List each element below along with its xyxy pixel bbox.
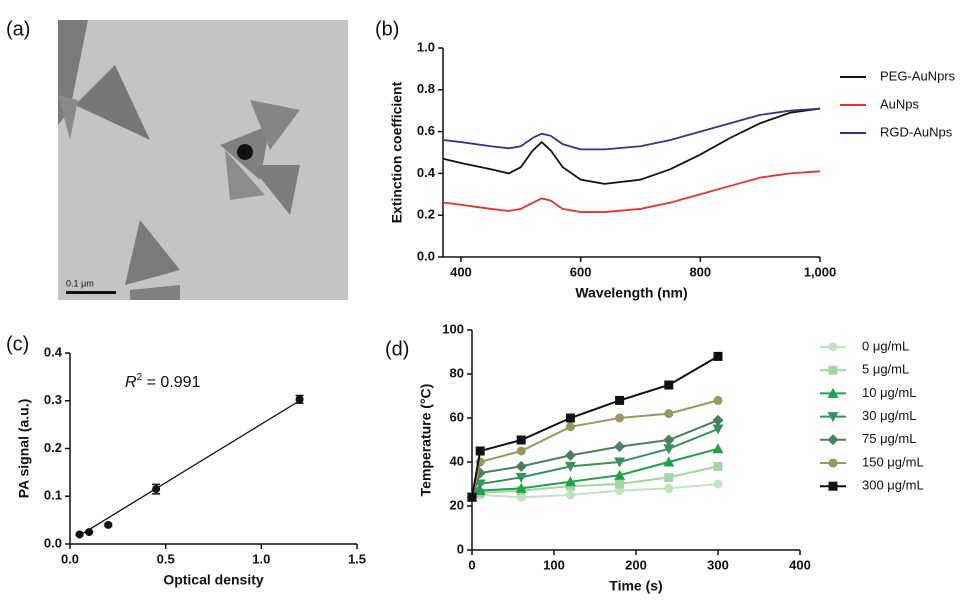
y-tick-label: 60 <box>450 409 464 424</box>
marker <box>663 435 674 446</box>
y-tick-label: 0.6 <box>417 123 435 138</box>
legend-marker <box>829 482 838 491</box>
marker <box>664 381 673 390</box>
marker <box>615 414 624 423</box>
legend-label: 0 μg/mL <box>862 338 909 353</box>
y-tick-label: 80 <box>450 365 464 380</box>
legend-label: 30 μg/mL <box>862 408 916 423</box>
marker <box>615 480 624 489</box>
point <box>152 485 160 493</box>
x-tick-label: 600 <box>570 264 592 279</box>
x-tick-label: 200 <box>625 557 647 572</box>
marker <box>476 447 485 456</box>
x-tick-label: 1,000 <box>804 264 837 279</box>
panel-label: (b) <box>375 18 399 40</box>
y-tick-label: 100 <box>442 321 464 336</box>
marker <box>566 422 575 431</box>
y-tick-label: 20 <box>450 497 464 512</box>
marker <box>565 450 576 461</box>
marker <box>714 352 723 361</box>
y-tick-label: 0.0 <box>417 248 435 263</box>
figure: 0.1 μm (a) (b)0.00.20.40.60.81.040060080… <box>0 0 976 600</box>
series-line <box>443 171 820 212</box>
marker <box>714 480 723 489</box>
marker <box>713 443 724 453</box>
x-tick-label: 400 <box>450 264 472 279</box>
y-axis-label: Temperature (°C) <box>418 384 434 497</box>
marker <box>664 484 673 493</box>
x-tick-label: 300 <box>707 557 729 572</box>
legend-marker <box>829 366 838 375</box>
y-axis-label: PA signal (a.u.) <box>16 399 32 499</box>
x-axis-label: Wavelength (nm) <box>575 285 687 301</box>
panel-label: (d) <box>385 338 409 360</box>
x-axis-label: Optical density <box>163 572 264 588</box>
marker <box>516 461 527 472</box>
y-axis-label: Extinction coefficient <box>389 81 405 223</box>
series-line <box>472 449 718 497</box>
legend-marker <box>829 459 838 468</box>
y-tick-label: 0.0 <box>44 535 62 550</box>
y-tick-label: 0 <box>457 541 464 556</box>
point <box>85 528 93 536</box>
y-tick-label: 0.3 <box>44 392 62 407</box>
legend-label: PEG-AuNprs <box>880 68 956 83</box>
y-tick-label: 0.4 <box>417 165 436 180</box>
point <box>104 521 112 529</box>
x-tick-label: 0.0 <box>61 551 79 566</box>
point <box>76 530 84 538</box>
y-tick-label: 0.8 <box>417 81 435 96</box>
series-line <box>472 356 718 497</box>
y-tick-label: 40 <box>450 453 464 468</box>
annotation-symbol: R <box>125 374 137 391</box>
marker <box>664 409 673 418</box>
series-line <box>472 400 718 497</box>
x-tick-label: 0 <box>468 557 475 572</box>
x-tick-label: 800 <box>689 264 711 279</box>
legend-label: 5 μg/mL <box>862 362 909 377</box>
panel-label: (c) <box>6 333 29 355</box>
marker <box>566 491 575 500</box>
marker <box>517 436 526 445</box>
marker <box>664 473 673 482</box>
legend-label: 75 μg/mL <box>862 431 916 446</box>
x-tick-label: 400 <box>789 557 811 572</box>
annotation: R2 = 0.991 <box>125 372 201 392</box>
fit-line <box>80 401 300 536</box>
annotation-value: = 0.991 <box>142 374 200 391</box>
series-line <box>443 109 820 150</box>
marker <box>615 396 624 405</box>
y-tick-label: 0.2 <box>44 440 62 455</box>
x-tick-label: 1.0 <box>252 551 270 566</box>
x-tick-label: 100 <box>543 557 565 572</box>
y-tick-label: 0.1 <box>44 488 62 503</box>
legend-marker <box>828 434 839 445</box>
marker <box>713 415 724 426</box>
legend-label: AuNps <box>880 96 920 111</box>
scale-bar-label: 0.1 μm <box>66 278 94 288</box>
y-tick-label: 0.2 <box>417 207 435 222</box>
legend-label: 10 μg/mL <box>862 385 916 400</box>
legend-marker <box>829 343 838 352</box>
marker <box>714 462 723 471</box>
y-tick-label: 1.0 <box>417 39 435 54</box>
legend-label: RGD-AuNps <box>880 124 953 139</box>
legend-label: 150 μg/mL <box>862 454 924 469</box>
legend-label: 300 μg/mL <box>862 478 924 493</box>
panel-label: (a) <box>6 18 30 40</box>
tem-image: 0.1 μm <box>58 20 348 300</box>
marker <box>566 414 575 423</box>
x-tick-label: 1.5 <box>348 551 366 566</box>
x-tick-label: 0.5 <box>157 551 175 566</box>
marker <box>614 441 625 452</box>
marker <box>468 493 477 502</box>
point <box>296 395 304 403</box>
x-axis-label: Time (s) <box>609 578 662 594</box>
marker <box>517 447 526 456</box>
y-tick-label: 0.4 <box>44 344 63 359</box>
marker <box>714 396 723 405</box>
